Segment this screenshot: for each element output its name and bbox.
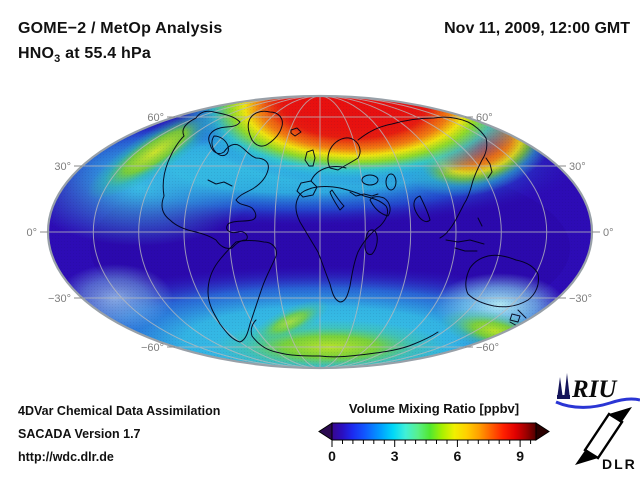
riu-logo-text: RIU [571, 376, 618, 403]
colorbar-right-arrow-icon [535, 422, 550, 441]
colorbar-tick-6: 6 [454, 448, 462, 464]
credit-line-1: 4DVar Chemical Data Assimilation [18, 404, 221, 418]
latitude-labels: 60° 30° 0° −30° −60° 60° 30° 0° −30° −60… [26, 112, 613, 354]
colorbar-left-arrow-icon [318, 422, 333, 441]
level-label: at 55.4 hPa [60, 45, 151, 62]
lat-label-right-m60: −60° [476, 342, 499, 354]
coastlines [161, 110, 539, 358]
colorbar: Volume Mixing Ratio [ppbv] [318, 401, 550, 464]
colorbar-ticks [331, 440, 532, 447]
colorbar-tick-3: 3 [391, 448, 399, 464]
riu-logo: RIU [555, 373, 640, 409]
page-title-line2: HNO3 at 55.4 hPa [18, 45, 151, 65]
lat-label-left-m60: −60° [141, 342, 164, 354]
dlr-logo: DLR [575, 407, 637, 472]
map-color-field [48, 96, 592, 368]
timestamp: Nov 11, 2009, 12:00 GMT [444, 20, 630, 37]
colorbar-gradient-bar [331, 422, 537, 441]
lat-label-left-0: 0° [26, 227, 37, 239]
species-subscript: 3 [54, 53, 61, 66]
page-title-line1: GOME−2 / MetOp Analysis [18, 20, 223, 37]
latitude-ticks [40, 116, 600, 348]
lat-label-left-m30: −30° [48, 293, 71, 305]
cathedral-icon [557, 373, 570, 399]
lat-label-left-60: 60° [147, 112, 164, 124]
lat-label-right-30: 30° [569, 161, 586, 173]
lat-label-right-60: 60° [476, 112, 493, 124]
colorbar-title: Volume Mixing Ratio [ppbv] [349, 401, 519, 416]
lat-label-right-m30: −30° [569, 293, 592, 305]
riu-swoosh-icon [555, 397, 640, 409]
dlr-emblem-icon [575, 407, 632, 465]
dlr-logo-text: DLR [602, 456, 637, 472]
credit-line-2: SACADA Version 1.7 [18, 427, 141, 441]
colorbar-tick-0: 0 [328, 448, 336, 464]
lat-label-right-0: 0° [603, 227, 614, 239]
credit-url: http://wdc.dlr.de [18, 450, 114, 464]
species-label: HNO [18, 45, 55, 62]
colorbar-tick-9: 9 [516, 448, 524, 464]
lat-label-left-30: 30° [54, 161, 71, 173]
